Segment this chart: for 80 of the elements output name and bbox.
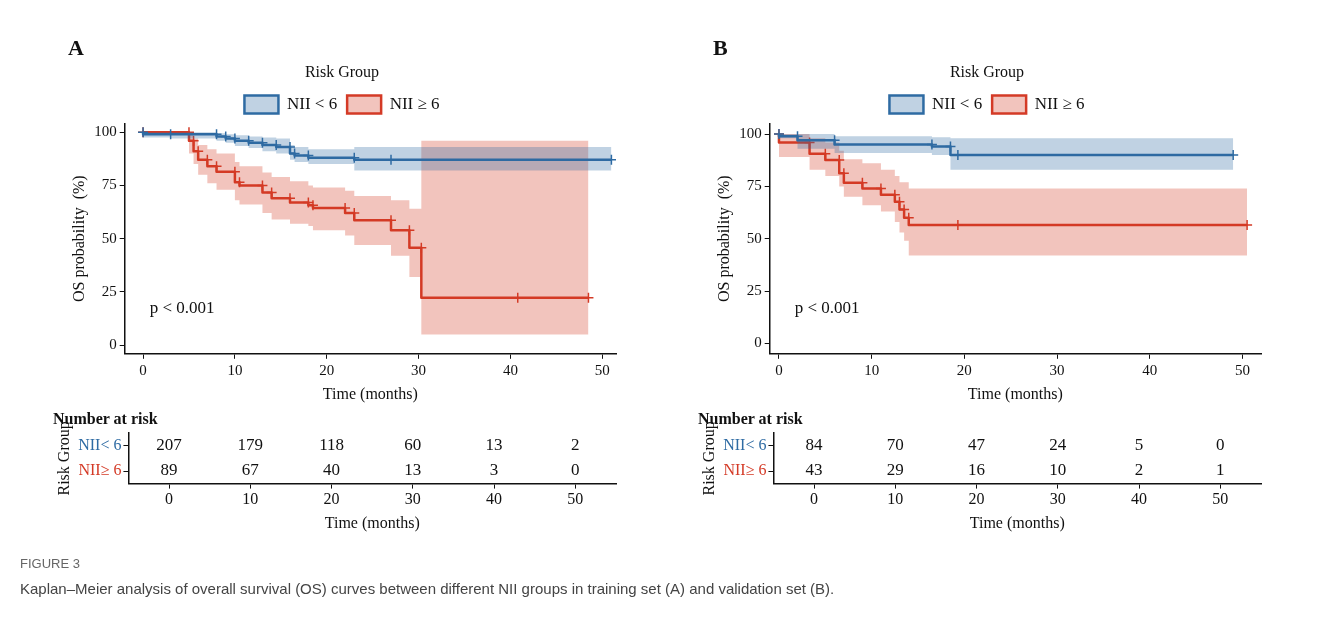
y-tick-label: 25 [746, 281, 762, 298]
data-label: 16 [968, 460, 986, 480]
x-axis-title: Time (months) [967, 384, 1063, 403]
y-tick-label: 0 [754, 334, 762, 351]
caption: FIGURE 3 [20, 556, 80, 571]
data-label: 0 [1216, 435, 1225, 455]
data-label: 70 [886, 435, 904, 455]
data-label: 13 [485, 435, 503, 455]
data-label: 1 [1216, 460, 1225, 480]
x-tick-label: 20 [956, 361, 972, 378]
x-tick-label: 0 [775, 361, 783, 378]
y-tick-label: NII< 6 [723, 436, 767, 453]
y-tick-label: 50 [101, 229, 117, 246]
x-tick-label: 40 [1142, 361, 1158, 378]
y-tick-label: NII≥ 6 [723, 461, 767, 479]
x-axis-title: Time (months) [969, 513, 1065, 532]
y-tick-label: 50 [746, 229, 762, 246]
data-label: 207 [156, 435, 183, 455]
y-tick-label: 75 [101, 176, 117, 193]
y-tick-label: 0 [109, 336, 117, 353]
data-label: 89 [160, 460, 178, 480]
y-tick-label: 100 [94, 123, 117, 140]
legend-title: Risk Group [949, 62, 1025, 81]
x-tick-label: 0 [139, 361, 147, 378]
y-tick-label: 100 [739, 125, 762, 141]
data-label: 10 [1049, 460, 1067, 480]
data-label: 47 [968, 435, 986, 455]
annotation: p < 0.001 [149, 298, 215, 318]
x-tick-label: 20 [319, 361, 335, 378]
y-tick-label: NII≥ 6 [78, 461, 122, 479]
y-tick-label: 25 [101, 282, 117, 299]
x-axis-title: Time (months) [322, 384, 418, 403]
x-tick-label: 10 [227, 361, 243, 378]
legend-label: NII < 6 [931, 94, 983, 114]
y-tick-label: NII< 6 [78, 436, 122, 453]
data-label: 43 [805, 460, 823, 480]
legend-label: NII ≥ 6 [1034, 94, 1085, 114]
x-tick-label: 10 [864, 361, 880, 378]
legend-label: NII < 6 [286, 94, 338, 114]
data-label: 3 [489, 460, 499, 480]
x-tick-label: 20 [323, 490, 340, 508]
data-label: 67 [241, 460, 260, 480]
data-label: 29 [886, 460, 904, 480]
chart-title: A [68, 34, 84, 60]
x-tick-label: 30 [1049, 361, 1065, 378]
text: Kaplan–Meier analysis of overall survival (OS) curves between different NII groups in training set (A) and validation set (B). [20, 580, 835, 597]
x-tick-label: 20 [968, 490, 985, 508]
x-tick-label: 30 [404, 490, 421, 508]
y-axis-title: OS probability (%) [714, 175, 733, 303]
chart-title: B [713, 34, 728, 60]
y-axis-title: OS probability (%) [69, 175, 88, 303]
x-tick-label: 10 [887, 490, 904, 508]
x-tick-label: 50 [1212, 490, 1229, 508]
x-tick-label: 40 [486, 490, 503, 508]
legend-label: NII ≥ 6 [389, 94, 440, 114]
y-tick-label: 75 [746, 177, 762, 194]
data-label: 13 [404, 460, 422, 480]
x-tick-label: 30 [411, 361, 427, 378]
data-label: 5 [1134, 435, 1144, 455]
x-axis-title: Time (months) [324, 513, 420, 532]
x-tick-label: 50 [1234, 361, 1250, 378]
x-tick-label: 30 [1049, 490, 1066, 508]
x-tick-label: 0 [810, 490, 819, 508]
data-label: 84 [805, 435, 824, 455]
data-label: 179 [237, 435, 264, 455]
data-label: 2 [571, 435, 580, 455]
x-tick-label: 10 [242, 490, 259, 508]
x-tick-label: 0 [165, 490, 174, 508]
x-tick-label: 40 [502, 361, 518, 378]
x-tick-label: 50 [594, 361, 610, 378]
data-label: 60 [404, 435, 422, 455]
x-tick-label: 50 [567, 490, 584, 508]
x-tick-label: 40 [1131, 490, 1148, 508]
legend-title: Risk Group [304, 62, 380, 81]
data-label: 118 [319, 435, 345, 455]
data-label: 24 [1049, 435, 1067, 455]
annotation: p < 0.001 [794, 298, 860, 318]
data-label: 0 [571, 460, 580, 480]
data-label: 2 [1134, 460, 1144, 480]
data-label: 40 [323, 460, 341, 480]
